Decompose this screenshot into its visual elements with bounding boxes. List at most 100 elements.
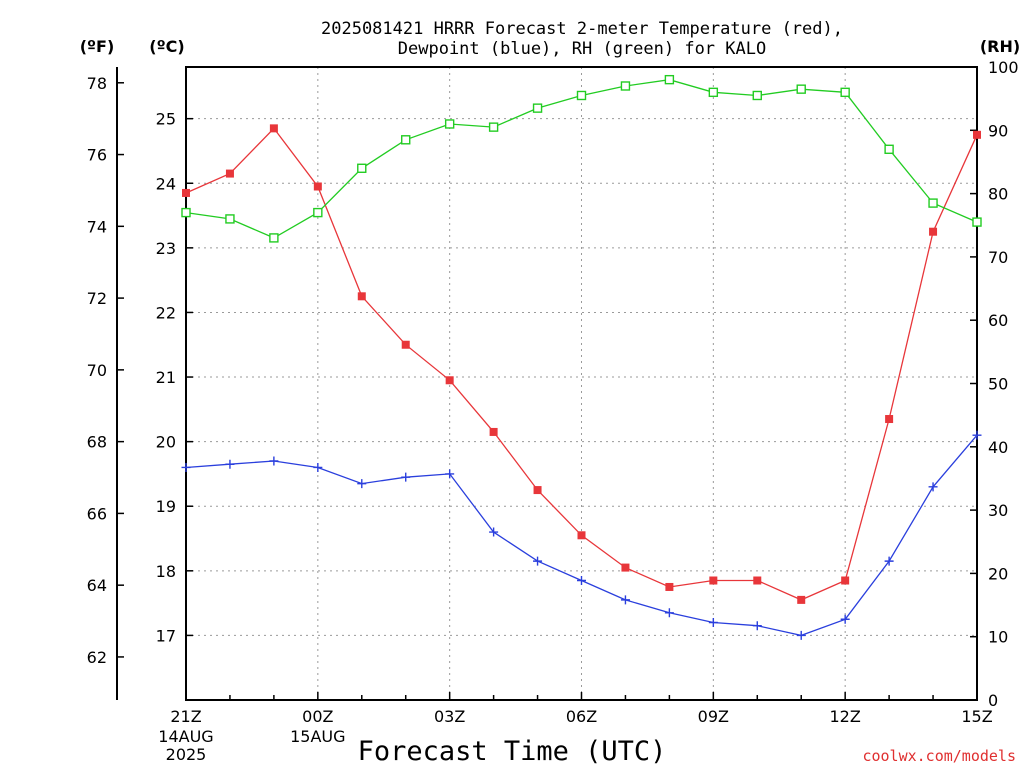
dewpoint-point — [577, 576, 586, 586]
dewpoint-point — [313, 462, 323, 472]
rh-point — [884, 144, 894, 154]
temperature-point — [533, 486, 542, 495]
temperature-point — [665, 582, 674, 591]
temperature-point — [709, 576, 718, 585]
rh-tick-label: 80 — [988, 185, 1008, 204]
dewpoint-point — [796, 630, 806, 640]
fahrenheit-tick-label: 72 — [87, 289, 107, 308]
celsius-tick-label: 18 — [156, 562, 176, 581]
rh-point — [708, 87, 719, 98]
x-axis-title-group: Forecast Time (UTC) coolwx.com/models — [358, 736, 1016, 767]
celsius-tick-label: 17 — [156, 626, 176, 645]
chart-title: 2025081421 HRRR Forecast 2-meter Tempera… — [321, 19, 843, 39]
celsius-tick-label: 21 — [156, 368, 176, 387]
temperature-point — [313, 182, 322, 191]
fahrenheit-tick-label: 78 — [87, 74, 107, 93]
dewpoint-point — [664, 608, 674, 618]
x-tick-label: 00Z — [302, 707, 333, 726]
temperature-point — [269, 124, 278, 133]
rh-tick-label: 90 — [988, 121, 1008, 140]
x-tick-label: 15Z — [961, 707, 992, 726]
x-tick-sublabel: 15AUG — [290, 727, 345, 746]
celsius-tick-label: 19 — [156, 497, 176, 516]
temperature-point — [489, 427, 498, 436]
rh-tick-label: 60 — [988, 311, 1008, 330]
rh-point — [225, 214, 235, 224]
temperature-point — [797, 595, 806, 604]
dewpoint-point — [181, 462, 191, 472]
rh-tick-label: 70 — [988, 248, 1008, 267]
rh-point — [928, 198, 938, 208]
rh-point — [796, 84, 806, 94]
dewpoint-point — [533, 556, 543, 566]
rh-point — [752, 90, 762, 101]
rh-point — [357, 163, 367, 173]
celsius-unit-label: (ºC) — [149, 37, 184, 56]
dewpoint-point — [840, 614, 850, 624]
fahrenheit-tick-label: 70 — [87, 361, 107, 380]
axes: 62 64 66 68 70 72 74 76 78 17 18 19 20 21 22 23 24 25 0 10 2… — [87, 58, 1019, 764]
dewpoint-point — [357, 479, 367, 489]
dewpoint-point — [489, 527, 499, 537]
rh-tick-label: 10 — [988, 628, 1008, 647]
celsius-tick-label: 20 — [156, 433, 176, 452]
fahrenheit-tick-label: 66 — [87, 504, 107, 523]
x-tick-label: 03Z — [434, 707, 465, 726]
x-tick-label: 21Z — [170, 707, 201, 726]
fahrenheit-unit-label: (ºF) — [80, 37, 115, 56]
rh-point — [181, 207, 191, 218]
temperature-point — [929, 227, 938, 236]
fahrenheit-tick-label: 62 — [87, 648, 107, 667]
temperature-point — [885, 415, 894, 424]
dewpoint-point — [401, 472, 411, 482]
fahrenheit-tick-label: 64 — [87, 576, 107, 595]
rh-point — [401, 135, 411, 145]
x-axis-title: Forecast Time (UTC) — [358, 736, 667, 767]
rh-unit-label: (RH) — [980, 37, 1020, 56]
series-layer — [181, 74, 982, 640]
temperature-point — [357, 292, 366, 301]
x-tick-label: 06Z — [566, 707, 597, 726]
rh-point — [269, 233, 279, 243]
celsius-tick-label: 22 — [156, 303, 176, 322]
temperature-point — [577, 531, 586, 540]
dewpoint-point — [445, 469, 455, 479]
temperature-point — [753, 576, 762, 585]
rh-tick-label: 0 — [988, 691, 998, 710]
rh-point — [313, 207, 323, 218]
temperature-point — [973, 130, 981, 139]
fahrenheit-tick-label: 76 — [87, 146, 107, 165]
grid — [186, 67, 977, 700]
rh-point — [664, 74, 675, 85]
x-tick-sublabel: 2025 — [166, 745, 207, 764]
fahrenheit-tick-label: 74 — [87, 217, 107, 236]
rh-point — [840, 87, 850, 98]
x-tick-sublabel: 14AUG — [158, 727, 213, 746]
dewpoint-point — [884, 556, 894, 566]
dewpoint-point — [269, 456, 279, 466]
fahrenheit-tick-label: 68 — [87, 433, 107, 452]
dewpoint-point — [620, 595, 630, 605]
dewpoint-point — [928, 482, 938, 492]
chart-subtitle: Dewpoint (blue), RH (green) for KALO — [398, 39, 766, 59]
rh-point — [576, 90, 587, 101]
rh-point — [444, 119, 455, 129]
rh-point — [488, 122, 499, 132]
rh-tick-label: 40 — [988, 438, 1008, 457]
rh-tick-label: 50 — [988, 375, 1008, 394]
x-tick-label: 09Z — [698, 707, 729, 726]
dewpoint-point — [972, 430, 982, 440]
temperature-point — [621, 563, 630, 572]
x-tick-label: 12Z — [830, 707, 861, 726]
rh-tick-label: 100 — [988, 58, 1019, 77]
temperature-point — [445, 376, 454, 385]
chart-titles: 2025081421 HRRR Forecast 2-meter Tempera… — [80, 19, 1020, 59]
temperature-point — [182, 188, 190, 197]
rh-point — [972, 217, 982, 227]
rh-tick-label: 20 — [988, 564, 1008, 583]
celsius-tick-label: 23 — [156, 239, 176, 258]
dewpoint-point — [708, 617, 718, 627]
credit-link[interactable]: coolwx.com/models — [862, 747, 1016, 765]
temperature-point — [225, 169, 234, 178]
temperature-point — [401, 340, 410, 349]
